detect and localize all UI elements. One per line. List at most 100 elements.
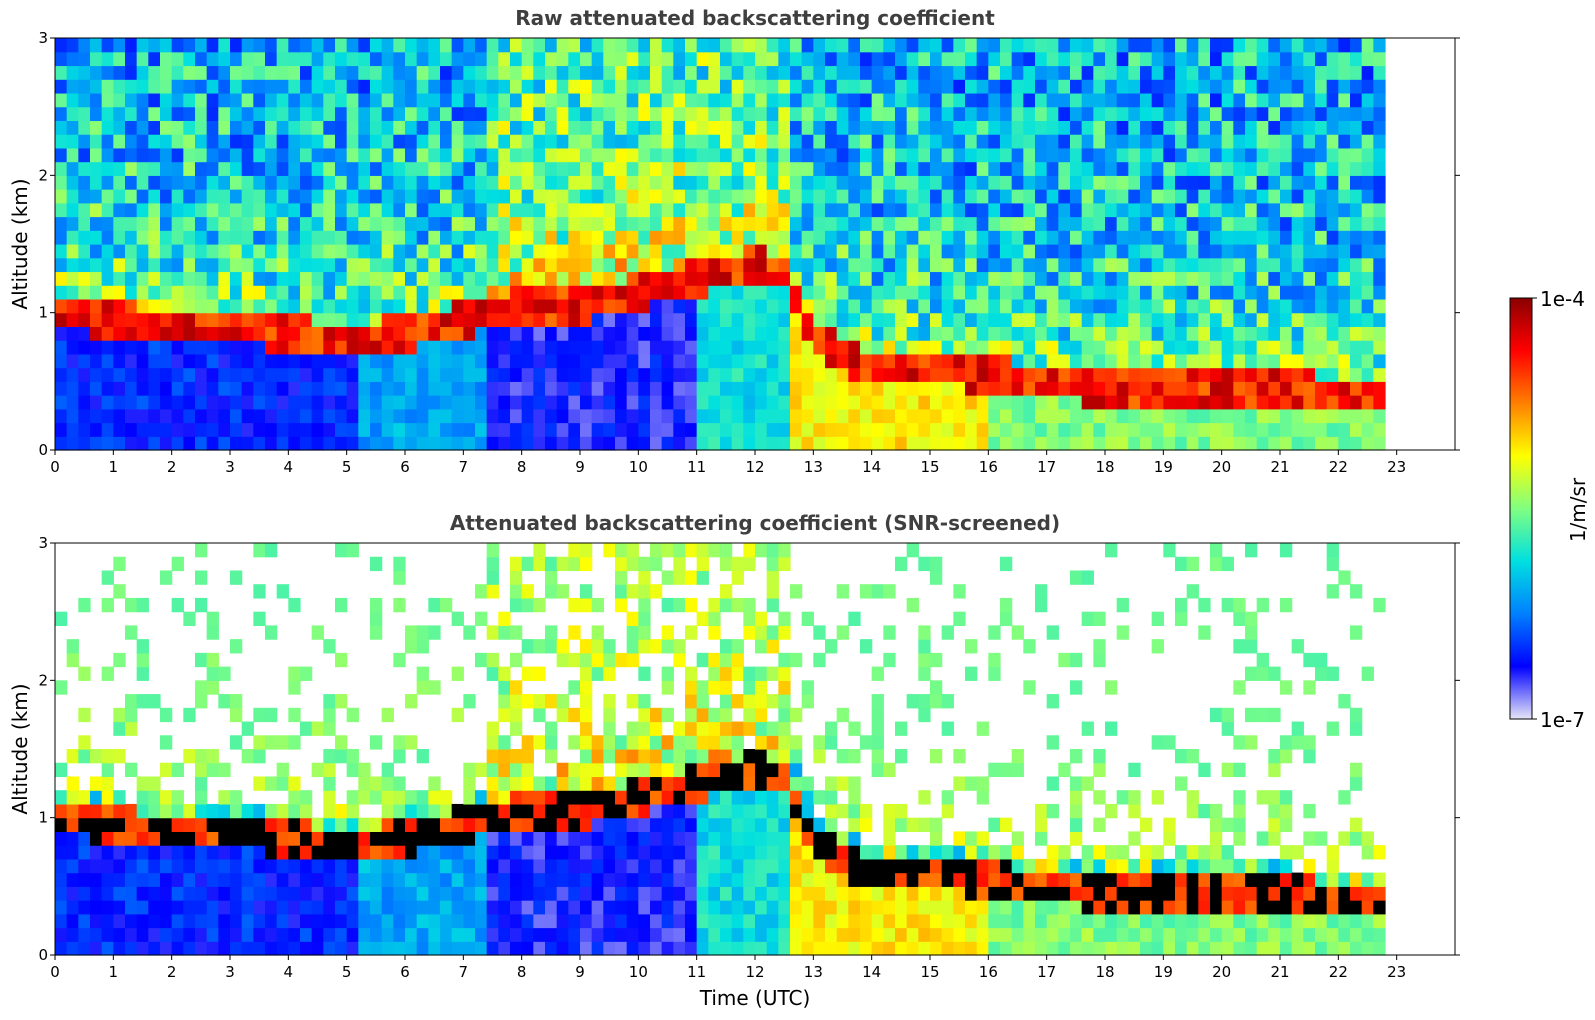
bottom-heatmap-cell bbox=[673, 831, 686, 846]
bottom-heatmap-cell bbox=[1011, 625, 1024, 640]
top-heatmap-cell bbox=[113, 106, 126, 121]
top-heatmap-cell bbox=[521, 134, 534, 149]
top-heatmap-cell bbox=[300, 367, 313, 382]
top-heatmap-cell bbox=[1291, 216, 1304, 231]
top-heatmap-cell bbox=[405, 230, 418, 245]
bottom-heatmap-cell bbox=[148, 941, 161, 956]
top-heatmap-cell bbox=[825, 326, 838, 341]
top-heatmap-cell bbox=[241, 395, 254, 410]
top-heatmap-cell bbox=[1233, 285, 1246, 300]
top-heatmap-cell bbox=[78, 202, 91, 218]
top-heatmap-cell bbox=[498, 175, 511, 190]
top-heatmap-cell bbox=[696, 79, 709, 94]
top-heatmap-cell bbox=[1116, 367, 1129, 382]
bottom-heatmap-cell bbox=[276, 776, 289, 791]
top-heatmap-cell bbox=[475, 367, 488, 382]
top-heatmap-cell bbox=[941, 244, 954, 259]
bottom-heatmap-cell bbox=[276, 913, 289, 929]
top-heatmap-cell bbox=[778, 38, 791, 53]
top-heatmap-cell bbox=[370, 161, 383, 176]
top-heatmap-cell bbox=[988, 422, 1001, 437]
top-heatmap-cell bbox=[463, 65, 476, 80]
top-heatmap-cell bbox=[475, 271, 488, 286]
bottom-heatmap-cell bbox=[603, 790, 616, 805]
top-heatmap-cell bbox=[930, 147, 943, 163]
top-heatmap-cell bbox=[580, 298, 593, 314]
bottom-heatmap-cell bbox=[136, 886, 149, 901]
top-heatmap-cell bbox=[661, 381, 674, 396]
top-heatmap-cell bbox=[311, 79, 324, 94]
bottom-heatmap-cell bbox=[545, 694, 558, 709]
top-heatmap-cell bbox=[743, 51, 756, 67]
top-heatmap-cell bbox=[521, 395, 534, 410]
bottom-heatmap-cell bbox=[568, 680, 581, 695]
bottom-heatmap-cell bbox=[1000, 927, 1013, 942]
top-heatmap-cell bbox=[218, 271, 231, 286]
top-heatmap-cell bbox=[965, 340, 978, 355]
bottom-heatmap-cell bbox=[626, 817, 639, 832]
top-heatmap-cell bbox=[1315, 175, 1328, 190]
top-heatmap-cell bbox=[1046, 367, 1059, 382]
bottom-heatmap-cell bbox=[335, 597, 348, 613]
top-heatmap-cell bbox=[743, 120, 756, 135]
top-heatmap-cell bbox=[101, 312, 114, 327]
top-heatmap-cell bbox=[603, 38, 616, 53]
top-heatmap-cell bbox=[381, 175, 394, 190]
top-heatmap-cell bbox=[1116, 298, 1129, 314]
top-heatmap-cell bbox=[1315, 381, 1328, 396]
top-heatmap-cell bbox=[276, 38, 289, 53]
bottom-heatmap-cell bbox=[440, 858, 453, 874]
top-heatmap-cell bbox=[603, 244, 616, 259]
top-heatmap-cell bbox=[801, 271, 814, 286]
top-heatmap-cell bbox=[381, 106, 394, 121]
top-heatmap-cell bbox=[230, 298, 243, 314]
top-heatmap-cell bbox=[743, 271, 756, 286]
top-heatmap-cell bbox=[358, 312, 371, 327]
top-heatmap-cell bbox=[533, 381, 546, 396]
top-heatmap-cell bbox=[988, 175, 1001, 190]
top-heatmap-cell bbox=[790, 298, 803, 314]
top-heatmap-cell bbox=[848, 189, 861, 204]
top-heatmap-cell bbox=[1151, 230, 1164, 245]
top-heatmap-cell bbox=[1186, 422, 1199, 437]
bottom-heatmap-cell bbox=[766, 694, 779, 709]
top-x-tick-label: 20 bbox=[1212, 458, 1231, 476]
top-heatmap-cell bbox=[1058, 340, 1071, 355]
top-heatmap-cell bbox=[148, 257, 161, 273]
top-heatmap-cell bbox=[1373, 161, 1386, 176]
top-heatmap-cell bbox=[1221, 353, 1234, 369]
bottom-heatmap-cell bbox=[510, 652, 523, 668]
top-heatmap-cell bbox=[615, 422, 628, 437]
top-heatmap-cell bbox=[1070, 134, 1083, 149]
top-heatmap-cell bbox=[1268, 298, 1281, 314]
bottom-heatmap-cell bbox=[626, 556, 639, 572]
bottom-heatmap-cell bbox=[288, 886, 301, 901]
bottom-heatmap-cell bbox=[206, 749, 219, 764]
bottom-heatmap-cell bbox=[1011, 900, 1024, 915]
top-heatmap-cell bbox=[825, 353, 838, 369]
top-heatmap-cell bbox=[1198, 65, 1211, 80]
bottom-heatmap-cell bbox=[790, 790, 803, 805]
bottom-heatmap-cell bbox=[731, 817, 744, 832]
top-heatmap-cell bbox=[1175, 257, 1188, 273]
top-heatmap-cell bbox=[230, 106, 243, 121]
bottom-heatmap-cell bbox=[603, 845, 616, 860]
top-heatmap-cell bbox=[906, 216, 919, 231]
bottom-heatmap-cell bbox=[381, 900, 394, 915]
bottom-heatmap-cell bbox=[708, 900, 721, 915]
top-heatmap-cell bbox=[883, 79, 896, 94]
top-x-tick-label: 18 bbox=[1095, 458, 1114, 476]
bottom-heatmap-cell bbox=[311, 762, 324, 778]
top-heatmap-cell bbox=[708, 257, 721, 273]
bottom-heatmap-cell bbox=[790, 886, 803, 901]
top-heatmap-cell bbox=[848, 436, 861, 451]
top-x-tick-label: 14 bbox=[862, 458, 881, 476]
top-heatmap-cell bbox=[311, 244, 324, 259]
top-heatmap-cell bbox=[976, 422, 989, 437]
top-heatmap-cell bbox=[1175, 353, 1188, 369]
top-heatmap-cell bbox=[1046, 436, 1059, 451]
bottom-heatmap-cell bbox=[755, 776, 768, 791]
top-heatmap-cell bbox=[661, 395, 674, 410]
top-heatmap-cell bbox=[1210, 408, 1223, 424]
top-heatmap-cell bbox=[160, 38, 173, 53]
